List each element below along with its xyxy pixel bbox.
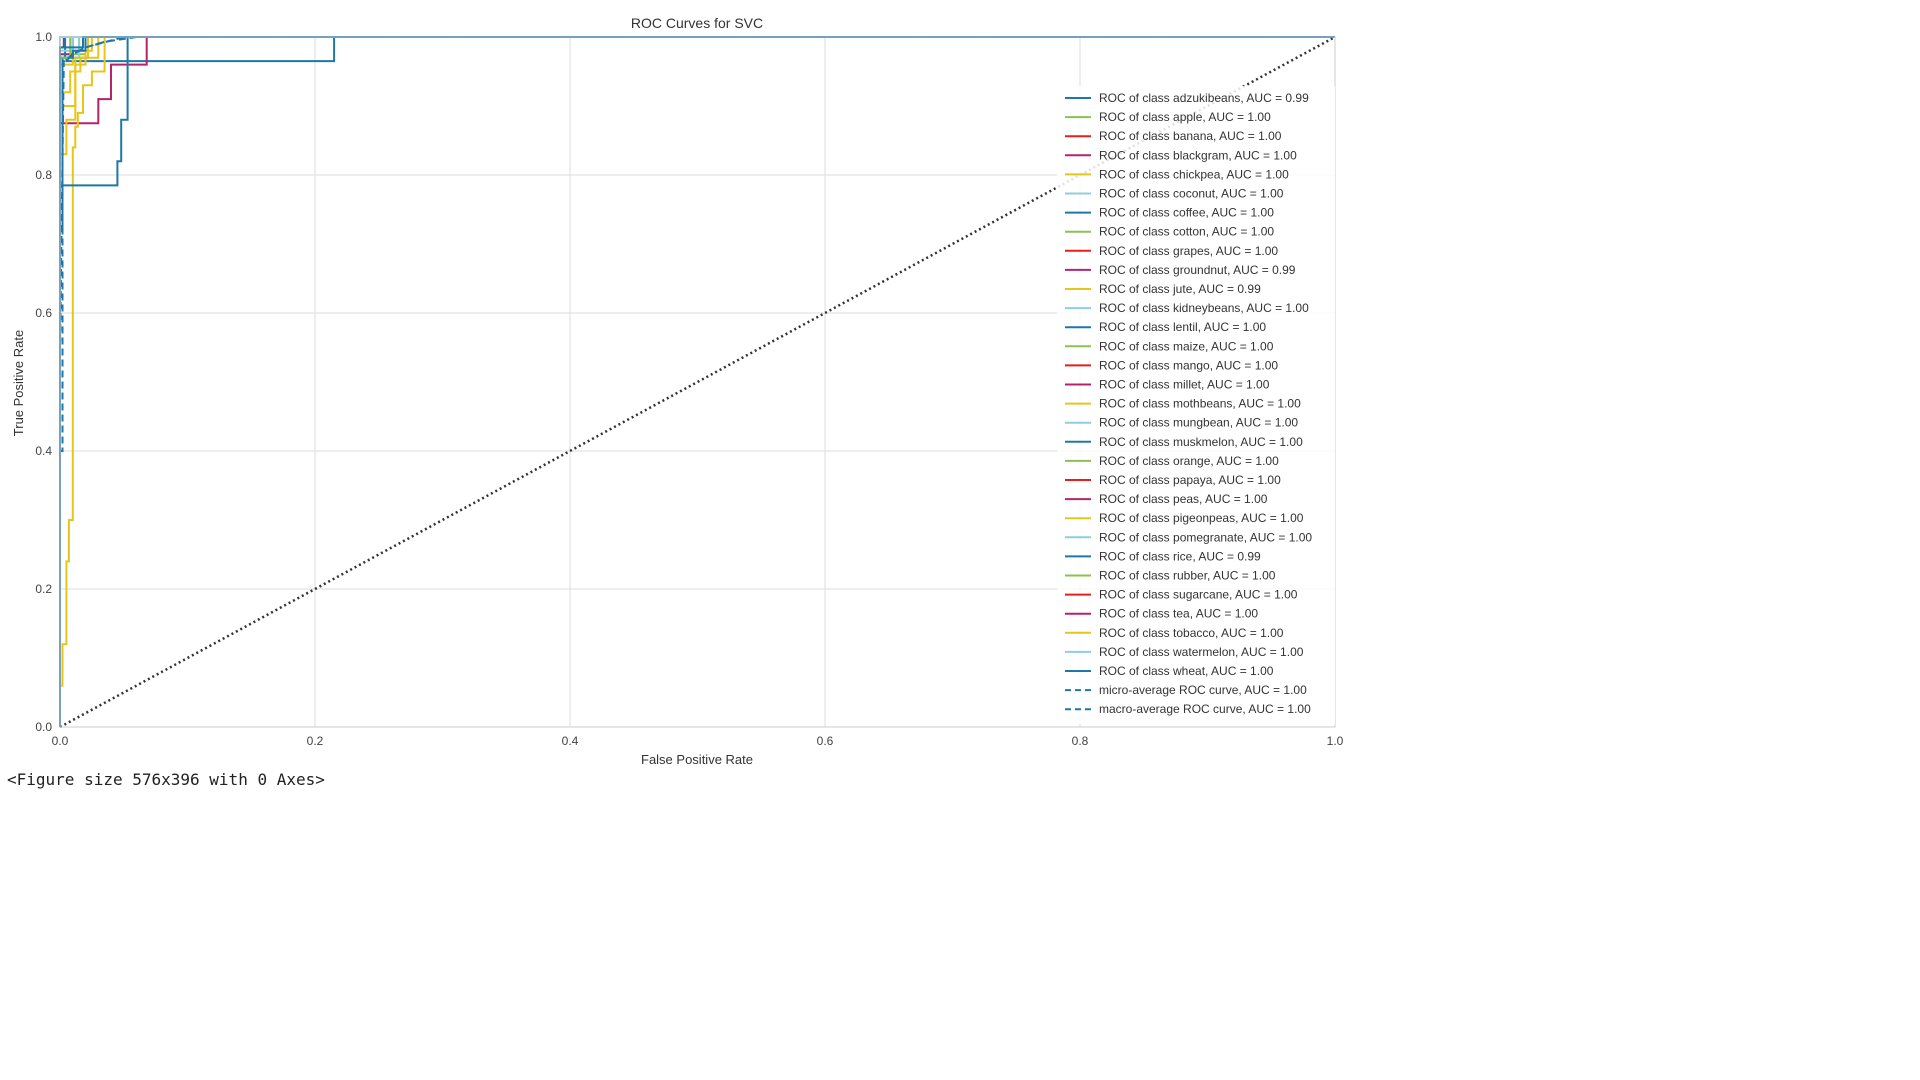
legend-entry-label: ROC of class coffee, AUC = 1.00 bbox=[1099, 206, 1274, 220]
y-tick-label: 0.6 bbox=[35, 306, 52, 320]
legend-entry-label: ROC of class mungbean, AUC = 1.00 bbox=[1099, 416, 1298, 430]
legend-entry-label: ROC of class grapes, AUC = 1.00 bbox=[1099, 244, 1278, 258]
legend-entry-label: ROC of class jute, AUC = 0.99 bbox=[1099, 282, 1261, 296]
legend-entry-label: ROC of class millet, AUC = 1.00 bbox=[1099, 378, 1270, 392]
legend-entry-label: ROC of class mango, AUC = 1.00 bbox=[1099, 358, 1278, 372]
x-tick-label: 0.2 bbox=[307, 734, 324, 748]
legend-entry-label: ROC of class sugarcane, AUC = 1.00 bbox=[1099, 588, 1298, 602]
legend-entry-label: ROC of class apple, AUC = 1.00 bbox=[1099, 110, 1271, 124]
legend-entry-label: ROC of class lentil, AUC = 1.00 bbox=[1099, 320, 1266, 334]
y-axis-label: True Positive Rate bbox=[11, 330, 26, 436]
legend-entry-label: ROC of class papaya, AUC = 1.00 bbox=[1099, 473, 1281, 487]
x-tick-label: 1.0 bbox=[1327, 734, 1344, 748]
legend-entry-label: ROC of class blackgram, AUC = 1.00 bbox=[1099, 148, 1297, 162]
legend-entry-label: ROC of class rubber, AUC = 1.00 bbox=[1099, 569, 1276, 583]
legend-entry-label: ROC of class kidneybeans, AUC = 1.00 bbox=[1099, 301, 1309, 315]
legend-entry-label: macro-average ROC curve, AUC = 1.00 bbox=[1099, 702, 1311, 716]
legend-entry-label: ROC of class adzukibeans, AUC = 0.99 bbox=[1099, 91, 1309, 105]
legend-entry-label: ROC of class groundnut, AUC = 0.99 bbox=[1099, 263, 1296, 277]
y-tick-label: 1.0 bbox=[35, 30, 52, 44]
legend-box bbox=[1057, 86, 1335, 725]
x-tick-label: 0.8 bbox=[1072, 734, 1089, 748]
legend-entry-label: ROC of class chickpea, AUC = 1.00 bbox=[1099, 167, 1289, 181]
legend-entry-label: ROC of class pigeonpeas, AUC = 1.00 bbox=[1099, 511, 1304, 525]
legend-entry-label: ROC of class peas, AUC = 1.00 bbox=[1099, 492, 1268, 506]
roc-curve-10 bbox=[59, 36, 1335, 727]
roc-curve-12 bbox=[59, 36, 1335, 727]
legend-entry-label: ROC of class tea, AUC = 1.00 bbox=[1099, 607, 1258, 621]
legend-entry-label: ROC of class coconut, AUC = 1.00 bbox=[1099, 187, 1284, 201]
legend-entry-label: ROC of class mothbeans, AUC = 1.00 bbox=[1099, 397, 1301, 411]
x-tick-label: 0.4 bbox=[562, 734, 579, 748]
legend-entry-label: ROC of class cotton, AUC = 1.00 bbox=[1099, 225, 1274, 239]
tick-labels: 0.0 0.2 0.4 0.6 0.8 1.0 0.0 0.2 0.4 0.6 0.8 1.0 bbox=[35, 30, 1343, 748]
legend-entry-label: ROC of class tobacco, AUC = 1.00 bbox=[1099, 626, 1284, 640]
y-tick-label: 0.4 bbox=[35, 444, 52, 458]
legend: ROC of class adzukibeans, AUC = 0.99 ROC … bbox=[1057, 86, 1335, 725]
x-tick-label: 0.6 bbox=[817, 734, 834, 748]
roc-curve-3 bbox=[59, 36, 1335, 727]
x-axis-label: False Positive Rate bbox=[641, 752, 753, 767]
y-tick-label: 0.8 bbox=[35, 168, 52, 182]
legend-entry-label: ROC of class banana, AUC = 1.00 bbox=[1099, 129, 1282, 143]
y-tick-label: 0.0 bbox=[35, 720, 52, 734]
x-tick-label: 0.0 bbox=[52, 734, 69, 748]
legend-entry-label: ROC of class maize, AUC = 1.00 bbox=[1099, 339, 1274, 353]
roc-curve-32 bbox=[59, 36, 1335, 727]
legend-entry-label: ROC of class pomegranate, AUC = 1.00 bbox=[1099, 530, 1312, 544]
legend-entry-label: ROC of class orange, AUC = 1.00 bbox=[1099, 454, 1279, 468]
legend-entry-label: ROC of class rice, AUC = 0.99 bbox=[1099, 549, 1261, 563]
legend-entry-label: micro-average ROC curve, AUC = 1.00 bbox=[1099, 683, 1307, 697]
legend-entry-label: ROC of class wheat, AUC = 1.00 bbox=[1099, 664, 1274, 678]
legend-entry-label: ROC of class watermelon, AUC = 1.00 bbox=[1099, 645, 1304, 659]
figure-output-caption: <Figure size 576x396 with 0 Axes> bbox=[7, 770, 325, 789]
legend-entry-label: ROC of class muskmelon, AUC = 1.00 bbox=[1099, 435, 1303, 449]
y-tick-label: 0.2 bbox=[35, 582, 52, 596]
chart-title: ROC Curves for SVC bbox=[631, 15, 763, 31]
chance-diagonal bbox=[59, 35, 1336, 729]
